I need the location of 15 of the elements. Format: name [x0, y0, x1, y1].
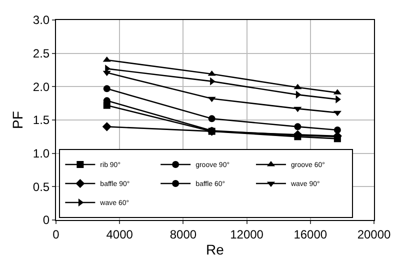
- x-tick-label: 4000: [106, 227, 134, 242]
- x-tick-label: 0: [52, 227, 60, 242]
- y-tick-label: 1.0: [32, 146, 50, 161]
- x-tick-label: 20000: [357, 227, 392, 242]
- x-axis-title: Re: [206, 242, 224, 258]
- y-tick-label: 2.0: [32, 80, 50, 94]
- x-tick-label: 8000: [170, 227, 197, 242]
- x-tick-label: 12000: [230, 227, 264, 242]
- x-tick-label: 16000: [294, 227, 328, 242]
- y-tick-label: 0.5: [32, 180, 50, 194]
- y-tick-label: 1.5: [32, 113, 50, 128]
- y-tick-label: 3.0: [32, 13, 50, 28]
- y-axis-title: PF: [10, 111, 26, 129]
- y-tick-label: 0: [42, 213, 50, 228]
- y-tick-label: 2.5: [32, 46, 50, 61]
